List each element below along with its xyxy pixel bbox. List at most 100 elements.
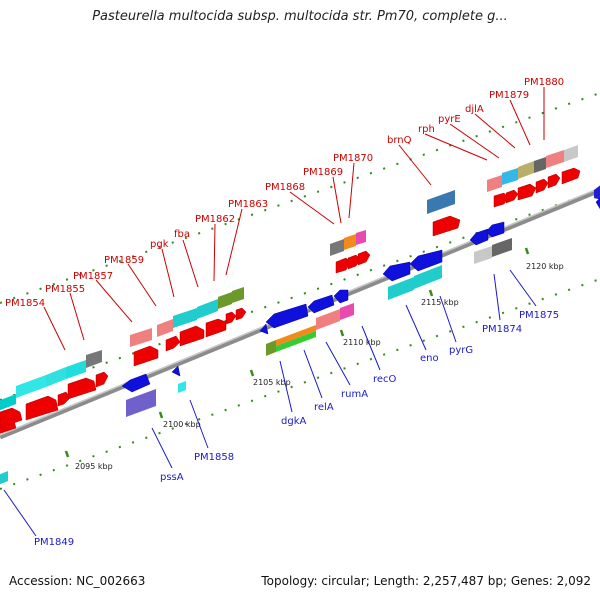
scale-labels: 2095 kbp 2100 kbp 2105 kbp 2110 kbp 2115… [75,262,564,471]
scale-label: 2095 kbp [75,462,113,471]
gene-cog-block [344,234,356,250]
gene-cog-block [266,340,276,356]
reverse-cog-row [0,238,512,485]
gene-cog-block [157,319,173,337]
gene-label-reco: recO [373,374,397,385]
scale-ticks [64,247,530,458]
gene-cog-block [340,303,354,320]
gene-cog-block [66,360,86,379]
gene-label-pm1880: PM1880 [524,77,564,88]
gene-cog-block [178,381,186,393]
gene-cog-block [356,230,366,245]
gene-cog-block [173,308,197,328]
gene-cog-block [546,150,564,168]
gene-label-pm1855: PM1855 [45,284,85,295]
gene-arrow [0,407,23,429]
scale-label: 2115 kbp [421,298,459,307]
gene-cog-block [564,145,578,162]
gene-arrow [25,395,59,421]
gene-cog-block [232,287,244,303]
forward-gene-labels: PM1854 PM1855 PM1857 PM1859 pgk fba PM18… [5,77,564,351]
gene-label-ruma: rumA [341,389,368,400]
gene-label-pm1862: PM1862 [195,214,235,225]
forward-cog-row [0,145,600,411]
forward-gene-arrows [0,167,581,434]
gene-label-pgk: pgk [150,239,169,250]
gene-arrow [432,215,461,237]
gene-cog-block [474,246,492,264]
gene-label-pm1875: PM1875 [519,310,559,321]
gene-label-pm1854: PM1854 [5,298,45,309]
gene-arrow [57,391,71,407]
genome-map: 2095 kbp 2100 kbp 2105 kbp 2110 kbp 2115… [0,77,600,548]
gene-label-pssa: pssA [160,472,184,483]
gene-arrow [205,318,227,338]
gene-cog-block [487,175,502,192]
gene-arrow [95,371,109,388]
gene-label-brnq: brnQ [387,135,412,146]
gene-arrow [357,250,371,266]
gene-cog-block [276,325,316,346]
scale-label: 2100 kbp [163,420,201,429]
gene-cog-block [46,367,66,387]
gene-label-pm1868: PM1868 [265,182,305,193]
scale-label: 2120 kbp [526,262,564,271]
gene-arrow [259,323,269,335]
gene-label-pm1863: PM1863 [228,199,268,210]
gene-label-pm1870: PM1870 [333,153,373,164]
gene-arrow [235,307,247,321]
gene-cog-block [218,292,232,309]
gene-cog-block [197,299,218,319]
gene-arrow [561,167,581,185]
gene-arrow [133,345,159,367]
gene-arrow [595,197,600,210]
gene-cog-block [518,161,534,179]
gene-arrow [469,228,489,246]
gene-cog-block [16,375,46,398]
gene-arrow [165,335,181,352]
gene-cog-block [276,331,316,352]
reverse-gene-labels: PM1849 pssA PM1858 dgkA relA rumA recO e… [3,269,559,548]
gene-label-eno: eno [420,353,439,364]
gene-label-rph: rph [418,124,435,135]
gene-arrow [409,249,443,272]
gene-arrow [171,365,181,377]
gene-label-pm1874: PM1874 [482,324,522,335]
scale-label: 2105 kbp [253,378,291,387]
gene-cog-block [502,168,518,185]
gene-cog-block [330,239,344,256]
reverse-gene-arrows [121,197,600,393]
gene-cog-block [388,277,414,300]
gene-arrow [121,373,151,393]
gene-label-fba: fba [174,229,190,240]
scale-label: 2110 kbp [343,338,381,347]
gene-arrow [547,173,561,189]
track-guides [0,92,600,490]
gene-arrow [485,221,505,238]
gene-label-djla: djlA [465,104,484,115]
gene-cog-block [0,394,16,411]
gene-cog-block [130,328,152,347]
gene-label-pm1857: PM1857 [73,271,113,282]
gene-arrow [535,178,549,194]
accession-text: Accession: NC_002663 [9,574,146,588]
gene-cog-block [427,190,455,214]
gene-arrow [517,183,537,201]
gene-arrow [307,294,335,314]
genome-stats-text: Topology: circular; Length: 2,257,487 bp… [261,574,591,588]
gene-label-pm1849: PM1849 [34,537,74,548]
gene-label-pm1879: PM1879 [489,90,529,101]
gene-label-dgka: dgkA [281,416,306,427]
gene-cog-block [0,471,8,485]
gene-cog-block [316,309,340,330]
gene-arrow [179,325,205,347]
gene-label-pyrg: pyrG [449,345,473,356]
gene-label-pm1858: PM1858 [194,452,234,463]
gene-cog-block [126,389,156,417]
map-title: Pasteurella multocida subsp. multocida s… [92,9,508,24]
gene-arrow [505,189,519,204]
gene-cog-block [534,157,546,173]
gene-cog-block [594,185,600,200]
gene-arrow [382,261,411,282]
gene-label-pm1869: PM1869 [303,167,343,178]
